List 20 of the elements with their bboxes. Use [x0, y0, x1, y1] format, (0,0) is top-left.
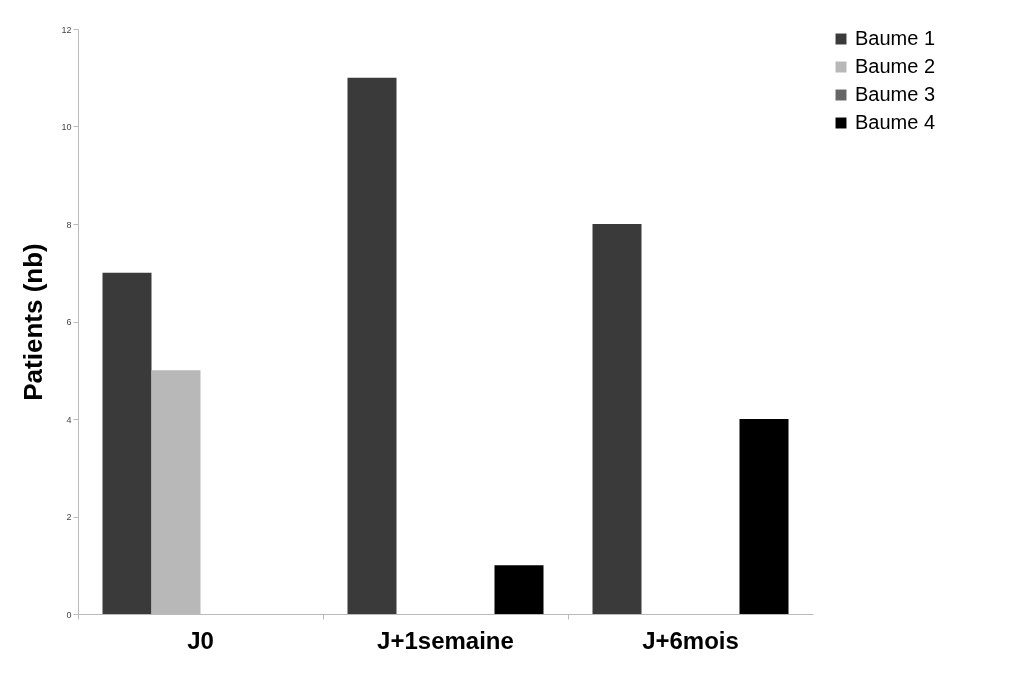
- x-tick-label: J+6mois: [642, 626, 739, 654]
- y-tick-label: 4: [66, 414, 72, 425]
- legend-label: Baume 2: [855, 55, 936, 77]
- y-tick-label: 0: [66, 609, 72, 620]
- y-axis-title: Patients (nb): [18, 243, 49, 401]
- y-tick-label: 10: [61, 122, 72, 132]
- y-tick-label: 2: [66, 512, 72, 522]
- y-tick-label: 8: [66, 219, 72, 230]
- bar: [347, 77, 397, 614]
- y-tick-label: 12: [61, 24, 72, 35]
- legend-label: Baume 4: [855, 111, 936, 133]
- bar: [739, 419, 789, 614]
- bar: [494, 565, 544, 614]
- x-tick-label: J+1semaine: [377, 626, 514, 654]
- bar: [102, 272, 152, 614]
- x-tick-label: J0: [187, 626, 214, 654]
- legend-label: Baume 3: [855, 83, 936, 105]
- y-tick-label: 6: [66, 317, 72, 327]
- legend-label: Baume 1: [855, 27, 936, 49]
- bar: [592, 224, 642, 614]
